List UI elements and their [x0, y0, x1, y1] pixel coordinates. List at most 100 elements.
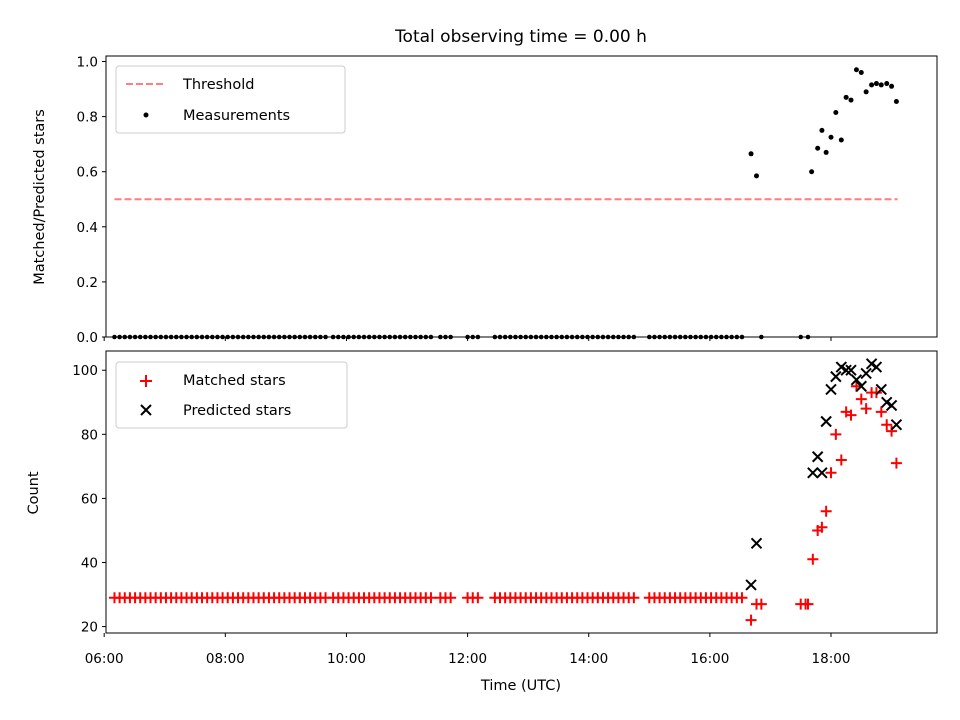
matched-star-point — [886, 425, 898, 437]
measurement-point — [823, 149, 829, 155]
predicted-star-point — [816, 467, 828, 479]
matched-star-point — [835, 454, 847, 466]
bottom-y-tick-label: 60 — [81, 491, 98, 507]
top-y-tick-label: 0.8 — [77, 110, 98, 126]
top-y-tick-label: 0.0 — [77, 330, 98, 346]
top-x-ticks — [103, 337, 832, 341]
x-tick-label: 14:00 — [569, 651, 608, 667]
top-y-tick-label: 1.0 — [77, 55, 98, 71]
predicted-star-point — [825, 383, 837, 396]
top-y-tick-label: 0.2 — [77, 275, 98, 291]
measurement-point — [833, 109, 839, 115]
matched-star-point — [745, 614, 757, 626]
predicted-star-point — [850, 374, 863, 386]
chart-title: Total observing time = 0.00 h — [394, 27, 647, 47]
top-plot-frame — [105, 55, 938, 338]
predicted-star-point — [860, 367, 872, 380]
measurement-point — [863, 89, 869, 95]
measurement-point — [858, 70, 864, 76]
predicted-star-point — [870, 361, 883, 373]
bottom-y-tick-label: 100 — [72, 363, 98, 379]
matched-star-point — [825, 467, 837, 479]
measurement-point — [848, 97, 854, 103]
measurement-point — [809, 169, 815, 175]
x-tick-label: 10:00 — [327, 651, 366, 667]
matched-star-point — [425, 592, 437, 604]
legend-matched-label: Matched stars — [183, 373, 286, 389]
bottom-y-tick-label: 40 — [81, 556, 98, 572]
bottom-panel: 20 40 60 80 100 06:00 08:00 10:00 12:00 14:00 16:… — [26, 350, 938, 694]
matched-star-point — [890, 457, 902, 469]
matched-star-point — [802, 598, 814, 610]
matched-star-point — [881, 419, 893, 431]
top-y-tick-label: 0.6 — [77, 165, 98, 181]
top-legend: Threshold Measurements — [115, 65, 346, 134]
predicted-star-point — [875, 383, 887, 396]
bottom-y-ticks: 20 40 60 80 100 — [72, 363, 106, 636]
matched-star-point — [445, 592, 457, 604]
measurement-point — [754, 173, 760, 179]
matched-star-point — [628, 592, 640, 604]
matched-star-point — [807, 553, 819, 565]
measurement-point — [873, 81, 879, 87]
predicted-star-point — [885, 399, 898, 412]
matched-star-point — [755, 598, 767, 610]
measurement-point — [889, 83, 895, 89]
matched-star-point — [830, 428, 842, 440]
matched-star-point — [816, 521, 828, 533]
measurement-point — [853, 67, 859, 73]
matched-star-point — [472, 592, 484, 604]
top-panel: 0.0 0.2 0.4 0.6 0.8 1.0 Matched/Predicted sta… — [32, 55, 938, 346]
measurement-point — [838, 137, 844, 143]
matched-star-point — [870, 387, 882, 399]
matched-star-point — [820, 505, 832, 517]
bottom-y-tick-label: 80 — [81, 427, 98, 443]
x-tick-label: 18:00 — [812, 651, 851, 667]
legend-predicted-swatch — [140, 404, 152, 416]
predicted-star-point — [890, 418, 903, 431]
measurement-point — [843, 94, 849, 100]
predicted-star-point — [820, 415, 832, 428]
predicted-star-point — [830, 370, 842, 383]
top-y-tick-label: 0.4 — [77, 220, 98, 236]
measurement-point — [893, 98, 899, 104]
matched-star-point — [875, 406, 887, 418]
matched-star-point — [860, 403, 872, 415]
predicted-star-point — [840, 364, 852, 376]
x-tick-label: 16:00 — [690, 651, 729, 667]
matched-star-point — [845, 409, 857, 421]
predicted-star-point — [855, 380, 867, 392]
measurement-point — [819, 127, 825, 133]
x-tick-label: 12:00 — [448, 651, 487, 667]
top-legend-box — [115, 65, 346, 134]
measurement-point — [878, 82, 884, 88]
measurement-point — [748, 151, 754, 157]
matched-star-point — [736, 592, 748, 604]
legend-matched-swatch — [140, 375, 152, 387]
legend-predicted-label: Predicted stars — [183, 403, 291, 419]
x-tick-label: 08:00 — [206, 651, 245, 667]
predicted-star-point — [845, 364, 857, 376]
predicted-star-point — [750, 537, 763, 549]
bottom-marks — [108, 358, 903, 626]
x-axis-label: Time (UTC) — [480, 678, 561, 694]
measurement-point — [828, 134, 834, 140]
bottom-legend-box — [115, 361, 348, 429]
top-y-ticks: 0.0 0.2 0.4 0.6 0.8 1.0 — [77, 55, 106, 346]
bottom-plot-frame — [105, 350, 938, 634]
legend-measurements-label: Measurements — [183, 108, 290, 124]
measurement-point — [869, 82, 875, 88]
predicted-star-point — [745, 579, 757, 591]
bottom-x-ticks: 06:00 08:00 10:00 12:00 14:00 16:00 18:00 — [85, 633, 851, 667]
legend-measurements-swatch — [143, 112, 149, 118]
matched-star-point — [855, 393, 867, 405]
predicted-star-point — [811, 451, 824, 463]
bottom-y-tick-label: 20 — [81, 620, 98, 636]
x-tick-label: 06:00 — [85, 651, 124, 667]
measurement-point — [815, 145, 821, 151]
bottom-legend: Matched stars Predicted stars — [115, 361, 348, 429]
predicted-star-point — [807, 467, 819, 479]
top-y-axis-label: Matched/Predicted stars — [32, 109, 48, 285]
measurement-point — [884, 81, 890, 87]
